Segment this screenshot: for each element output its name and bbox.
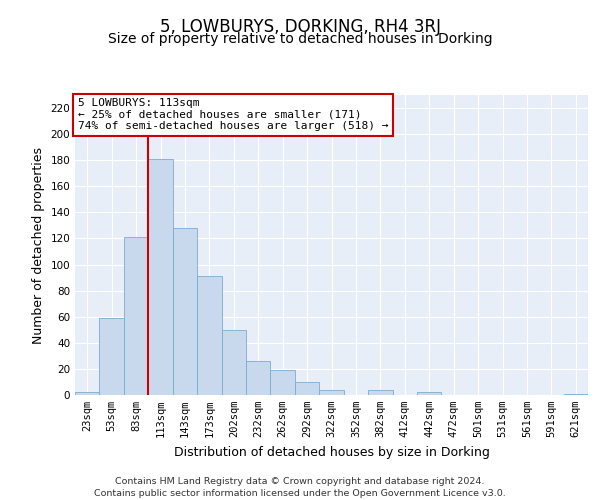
Bar (295, 382, 319, 395)
Bar (173, 228, 197, 395)
Bar (271, 370, 295, 395)
Bar (417, 392, 442, 395)
Bar (100, 318, 124, 395)
Bar (246, 361, 271, 395)
Bar (221, 330, 246, 395)
Bar (197, 276, 221, 395)
Text: Contains HM Land Registry data © Crown copyright and database right 2024.
Contai: Contains HM Land Registry data © Crown c… (94, 476, 506, 498)
Bar (563, 394, 588, 395)
Bar (75, 392, 100, 395)
X-axis label: Distribution of detached houses by size in Dorking: Distribution of detached houses by size … (173, 446, 490, 458)
Bar (368, 390, 392, 395)
Bar (148, 159, 173, 395)
Bar (124, 237, 148, 395)
Text: Size of property relative to detached houses in Dorking: Size of property relative to detached ho… (107, 32, 493, 46)
Text: 5, LOWBURYS, DORKING, RH4 3RJ: 5, LOWBURYS, DORKING, RH4 3RJ (160, 18, 440, 36)
Text: 5 LOWBURYS: 113sqm
← 25% of detached houses are smaller (171)
74% of semi-detach: 5 LOWBURYS: 113sqm ← 25% of detached hou… (77, 98, 388, 131)
Bar (319, 390, 344, 395)
Y-axis label: Number of detached properties: Number of detached properties (32, 146, 45, 344)
